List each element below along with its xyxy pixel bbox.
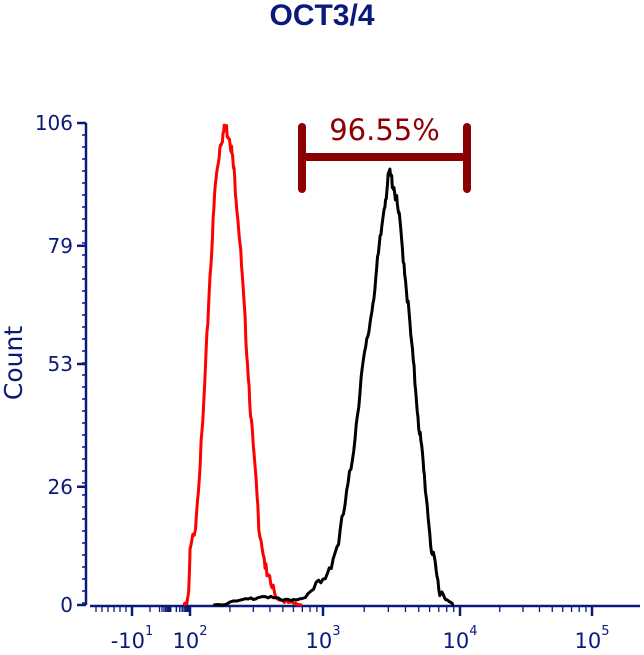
y-tick-label: 26 [48, 475, 73, 499]
y-tick-label: 79 [48, 234, 73, 258]
x-tick-label: -101 [111, 624, 154, 653]
x-tick-exponent: 5 [601, 624, 609, 639]
y-axis-label: Count [0, 326, 28, 400]
x-tick-label: 103 [305, 624, 340, 653]
chart-title: OCT3/4 [269, 0, 374, 32]
x-tick-exponent: 3 [332, 624, 340, 639]
x-tick-label: 104 [442, 624, 477, 653]
x-tick-base: 10 [172, 629, 199, 653]
x-tick-base: 10 [574, 629, 601, 653]
gate-label: 96.55% [329, 113, 440, 147]
x-tick-base: 10 [305, 629, 332, 653]
x-tick-exponent: 2 [199, 624, 207, 639]
x-tick-label: 102 [172, 624, 207, 653]
x-tick-base: 10 [442, 629, 469, 653]
x-tick-exponent: 4 [469, 624, 477, 639]
gate-marker: 96.55% [298, 113, 471, 193]
y-tick-label: 106 [35, 111, 73, 135]
series-group [182, 123, 455, 607]
x-tick-label: 105 [574, 624, 609, 653]
x-tick-base: -10 [111, 629, 145, 653]
series-line-1 [182, 123, 303, 607]
y-tick-label: 0 [60, 593, 73, 617]
x-tick-exponent: 1 [145, 624, 153, 639]
y-tick-label: 53 [48, 352, 73, 376]
series-line-2 [213, 167, 455, 607]
